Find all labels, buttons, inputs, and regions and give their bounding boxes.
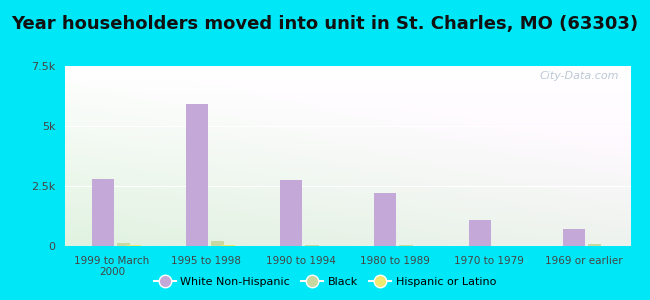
Bar bbox=[410, 245, 423, 246]
Bar bbox=[116, 243, 130, 246]
Text: Year householders moved into unit in St. Charles, MO (63303): Year householders moved into unit in St.… bbox=[12, 15, 638, 33]
Bar bbox=[211, 241, 224, 246]
Text: City-Data.com: City-Data.com bbox=[540, 71, 619, 81]
Bar bbox=[374, 193, 396, 246]
Bar bbox=[221, 245, 235, 246]
Bar bbox=[588, 244, 601, 246]
Bar bbox=[399, 245, 413, 246]
Bar bbox=[315, 245, 329, 246]
Bar bbox=[92, 179, 114, 246]
Bar bbox=[305, 244, 318, 246]
Bar bbox=[127, 245, 140, 246]
Bar bbox=[280, 180, 302, 246]
Legend: White Non-Hispanic, Black, Hispanic or Latino: White Non-Hispanic, Black, Hispanic or L… bbox=[150, 273, 500, 291]
Bar bbox=[469, 220, 491, 246]
Bar bbox=[186, 104, 208, 246]
Bar bbox=[563, 229, 585, 246]
